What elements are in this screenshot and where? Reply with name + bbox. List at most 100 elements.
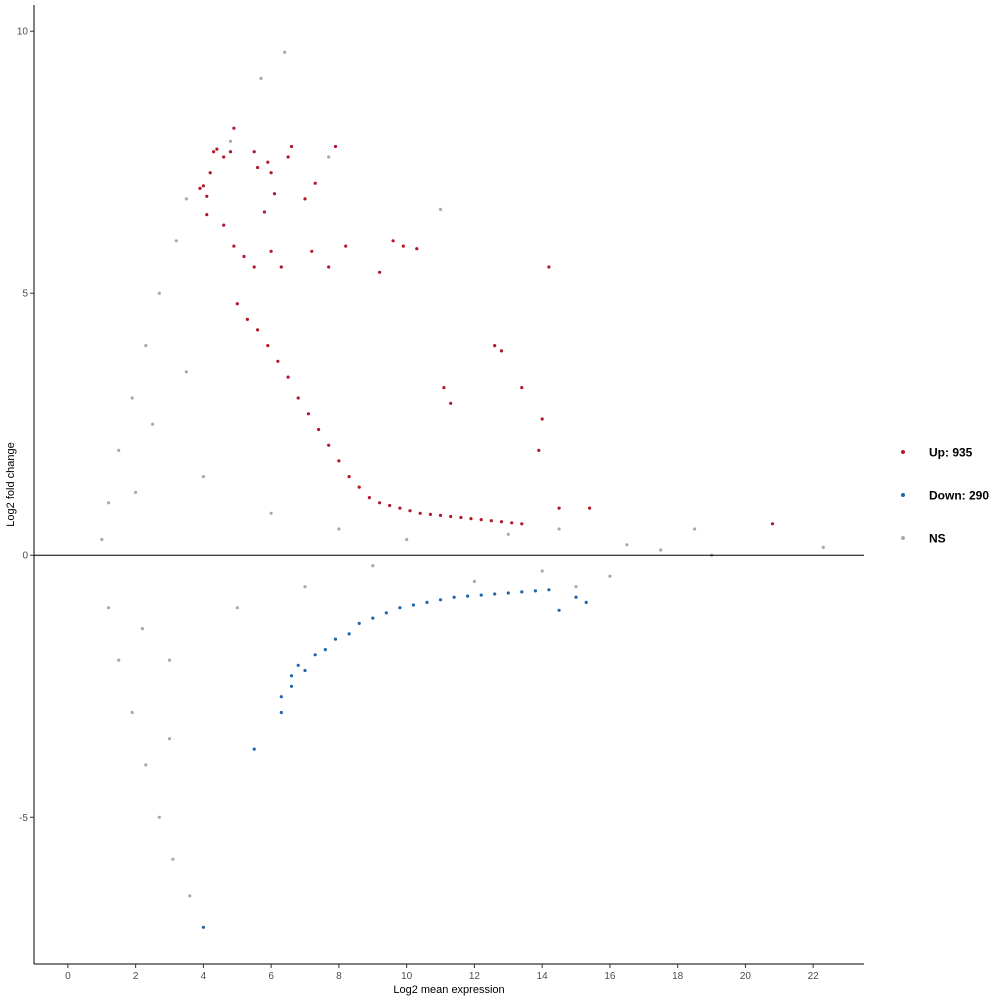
ns-point [106, 501, 111, 505]
up-point [391, 239, 395, 243]
ns-point [235, 606, 239, 610]
up-point [296, 396, 300, 400]
ns-point [117, 658, 121, 662]
x-tick-label: 6 [268, 971, 274, 982]
down-point [574, 595, 578, 599]
down-point [252, 747, 256, 751]
down-point [506, 591, 510, 595]
y-tick-label: -5 [19, 813, 28, 824]
x-tick-label: 2 [133, 971, 139, 982]
up-point [286, 155, 290, 159]
ns-point [472, 579, 476, 584]
down-series [201, 588, 588, 929]
up-point [520, 522, 524, 526]
ns-point [269, 511, 273, 515]
ns-point [259, 76, 263, 80]
up-point [357, 485, 361, 489]
down-point [371, 616, 375, 620]
down-point [584, 600, 588, 605]
up-point [537, 448, 541, 452]
up-point [303, 197, 307, 201]
up-point [415, 247, 419, 251]
up-point [269, 171, 273, 175]
up-point [286, 375, 290, 379]
down-point [289, 684, 294, 688]
down-point [398, 606, 402, 610]
down-point [438, 598, 443, 602]
up-point [540, 417, 544, 421]
down-point [547, 588, 551, 592]
ns-point [106, 606, 111, 610]
down-legend-key [901, 493, 905, 497]
ns-point [188, 894, 192, 898]
up-point [499, 520, 504, 524]
up-point [276, 359, 280, 363]
up-point [266, 344, 270, 348]
up-point [588, 506, 592, 510]
up-point [228, 150, 233, 154]
up-point [252, 265, 256, 269]
up-point [232, 244, 236, 248]
up-point [262, 210, 266, 214]
up-point [398, 506, 402, 510]
ns-point [151, 422, 155, 426]
up-point [306, 412, 310, 416]
up-point [242, 254, 246, 259]
up-point [235, 302, 239, 306]
ns-point [693, 527, 697, 531]
up-point [520, 386, 524, 390]
down-point [347, 632, 351, 636]
up-point [459, 515, 463, 520]
up-point [252, 150, 256, 154]
down-point [323, 648, 327, 652]
up-point [272, 192, 277, 196]
up-point [510, 521, 514, 525]
ns-legend-key [901, 536, 905, 540]
y-axis-title: Log2 fold change [5, 442, 17, 526]
x-tick-label: 12 [469, 971, 481, 982]
up-point [438, 513, 443, 518]
up-series [198, 126, 775, 526]
ns-point [144, 763, 148, 767]
up-point [489, 519, 493, 523]
up-point [245, 317, 249, 321]
ns-point [506, 532, 510, 536]
ns-point [608, 574, 612, 578]
ns-point [557, 527, 561, 531]
down-point [520, 590, 524, 594]
up-point [418, 511, 422, 515]
up-point [256, 328, 260, 332]
down-point [479, 593, 483, 597]
ns-point [659, 548, 663, 552]
down-legend-label: Down: 290 [929, 489, 989, 503]
up-point [449, 401, 453, 405]
ns-point [303, 585, 307, 589]
down-point [466, 594, 470, 598]
ns-point [130, 396, 134, 400]
x-tick-label: 8 [336, 971, 342, 982]
up-point [449, 514, 453, 519]
down-point [533, 589, 538, 593]
ns-point [327, 155, 331, 159]
x-tick-label: 20 [740, 971, 752, 982]
up-point [310, 249, 314, 253]
x-axis-ticks: 0 2 4 6 8 10 12 14 16 18 20 22 [65, 964, 819, 982]
x-tick-label: 22 [808, 971, 820, 982]
up-point [232, 126, 236, 130]
ns-point [130, 710, 134, 715]
up-point [327, 443, 331, 447]
up-point [198, 186, 202, 190]
up-point [344, 244, 348, 248]
up-point [547, 265, 551, 269]
up-point [388, 503, 392, 508]
down-point [201, 925, 205, 929]
ns-point [337, 527, 341, 531]
y-axis-ticks: -5 0 5 10 [17, 27, 34, 824]
up-point [279, 265, 283, 269]
down-point [279, 695, 283, 699]
up-point [499, 349, 504, 353]
up-point [208, 171, 212, 175]
ns-legend-label: NS [929, 532, 946, 546]
x-tick-label: 0 [65, 971, 71, 982]
down-point [296, 663, 300, 667]
